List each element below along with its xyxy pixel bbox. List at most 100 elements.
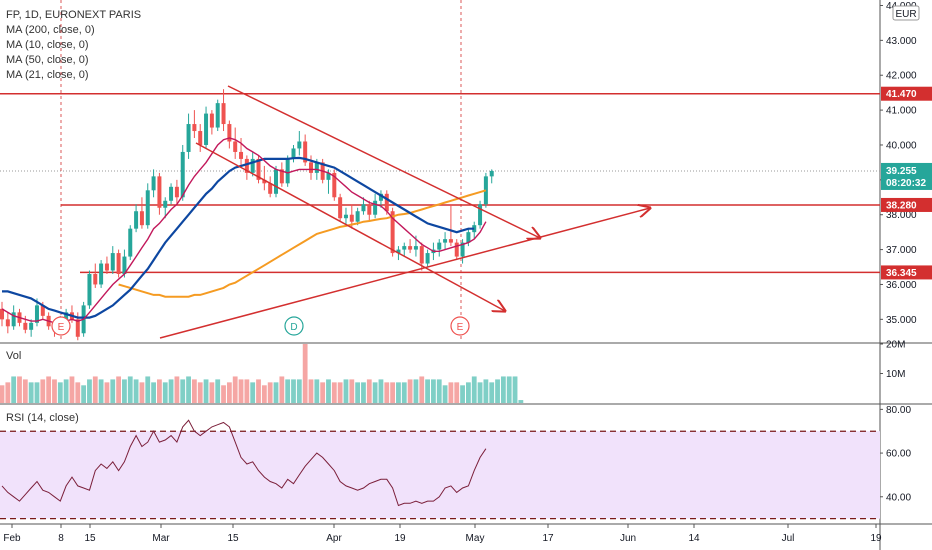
chart-legend: FP, 1D, EURONEXT PARIS MA (200, close, 0…	[6, 8, 141, 83]
volume-bar	[5, 382, 11, 403]
volume-bar	[209, 382, 215, 403]
time-tick-label: 15	[227, 533, 239, 544]
level-badge	[881, 86, 932, 101]
volume-bar	[331, 382, 337, 403]
volume-bar	[215, 379, 221, 403]
volume-label[interactable]: Vol	[6, 350, 22, 362]
volume-bar	[320, 382, 326, 403]
volume-bar	[238, 379, 244, 403]
volume-bar	[133, 379, 139, 403]
volume-bar	[122, 379, 127, 403]
candle	[244, 158, 249, 173]
volume-bar	[75, 382, 81, 403]
countdown-label: 08:20:32	[886, 178, 926, 189]
volume-bar	[17, 376, 22, 403]
candle	[256, 158, 261, 180]
level-badge-label: 36.345	[886, 268, 917, 279]
level-badge	[881, 265, 932, 280]
candle	[29, 322, 34, 330]
volume-bar	[285, 379, 291, 403]
candle	[198, 131, 203, 145]
candle	[291, 148, 296, 159]
volume-bar	[157, 379, 162, 403]
volume-bar	[512, 376, 518, 403]
currency-box	[892, 5, 920, 21]
volume-bar	[419, 376, 425, 403]
event-circle	[450, 316, 470, 336]
last-price-label: 39.255	[886, 166, 917, 177]
rsi-line	[1, 419, 487, 507]
volume-bar	[11, 376, 17, 403]
candle	[209, 113, 214, 128]
candle	[361, 204, 366, 212]
volume-bar	[197, 382, 203, 403]
volume-bar	[110, 379, 116, 403]
candle	[134, 211, 139, 229]
volume-bar	[314, 379, 320, 403]
candle	[343, 214, 348, 219]
volume-bar	[401, 382, 407, 403]
candle	[204, 113, 209, 145]
volume-bar	[28, 382, 34, 403]
volume-bar	[413, 379, 419, 403]
candle	[285, 158, 290, 184]
volume-bar	[407, 379, 413, 403]
volume-bar	[151, 382, 156, 403]
candle	[396, 249, 401, 254]
candle	[122, 256, 127, 274]
indicator-ma50[interactable]: MA (50, close, 0)	[6, 54, 89, 66]
volume-bar	[372, 382, 378, 403]
volume-bar	[361, 382, 366, 403]
volume-bar	[81, 385, 87, 403]
candle	[332, 172, 337, 198]
volume-bar	[291, 379, 296, 403]
event-letter: D	[290, 322, 297, 333]
volume-bar	[127, 376, 133, 403]
candle	[0, 308, 4, 320]
level-badge	[881, 197, 932, 212]
indicator-ma10[interactable]: MA (10, close, 0)	[6, 39, 89, 51]
volume-bar	[483, 379, 489, 403]
volume-bar	[390, 382, 396, 403]
volume-bar	[466, 382, 471, 403]
candle	[23, 322, 28, 330]
event-circle	[51, 316, 71, 336]
event-letter: E	[58, 322, 65, 333]
time-tick-label: Jul	[782, 533, 795, 544]
candle	[64, 312, 69, 323]
event-marker: E	[450, 316, 470, 336]
indicator-ma21[interactable]: MA (21, close, 0)	[6, 69, 89, 81]
rsi-tick-label: 40.00	[886, 492, 911, 503]
volume-bar	[337, 382, 343, 403]
event-letter: E	[457, 322, 464, 333]
volume-bar	[203, 379, 209, 403]
candle	[274, 169, 279, 194]
candle	[489, 170, 494, 177]
candle	[180, 151, 185, 198]
volume-bar	[296, 379, 302, 403]
candle	[373, 200, 378, 215]
candle	[338, 197, 343, 219]
candle	[425, 253, 430, 264]
candle	[116, 253, 121, 274]
candle	[478, 204, 483, 226]
candle	[104, 263, 109, 271]
volume-bar	[22, 379, 28, 403]
candle	[308, 162, 313, 173]
candle	[157, 176, 162, 208]
indicator-ma200[interactable]: MA (200, close, 0)	[6, 24, 95, 36]
candle	[408, 246, 413, 250]
candle	[139, 211, 144, 226]
price-tick-label: 41.000	[886, 106, 917, 117]
volume-bar	[279, 376, 285, 403]
time-tick-label: Jun	[620, 533, 636, 544]
level-badge-label: 38.280	[886, 200, 917, 211]
volume-bar	[366, 379, 372, 403]
volume-bar	[518, 400, 524, 403]
candle	[437, 242, 442, 250]
rsi-label[interactable]: RSI (14, close)	[6, 412, 79, 424]
volume-bar	[46, 376, 52, 403]
ma10-line	[1, 137, 487, 324]
symbol-line[interactable]: FP, 1D, EURONEXT PARIS	[6, 9, 142, 21]
